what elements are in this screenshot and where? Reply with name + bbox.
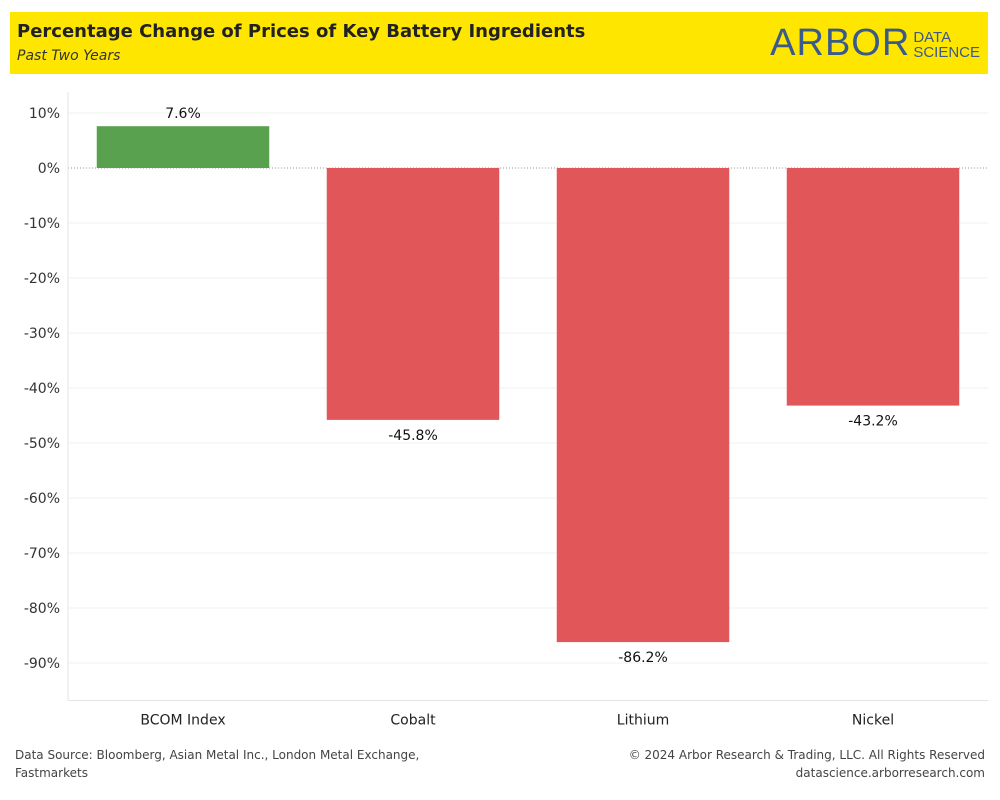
logo-sub-data: DATA bbox=[913, 29, 952, 46]
chart-subtitle: Past Two Years bbox=[17, 48, 121, 64]
x-tick-label: Nickel bbox=[852, 713, 894, 729]
data-label: -43.2% bbox=[848, 414, 898, 430]
footer-right: © 2024 Arbor Research & Trading, LLC. Al… bbox=[629, 746, 985, 782]
y-tick-label: 10% bbox=[29, 106, 60, 122]
x-tick-label: Lithium bbox=[617, 713, 669, 729]
logo-sub-science: SCIENCE bbox=[913, 44, 980, 61]
y-tick-label: -20% bbox=[24, 271, 60, 287]
y-tick-label: 0% bbox=[38, 161, 60, 177]
logo-wordmark: ARBOR bbox=[770, 22, 911, 64]
data-label: 7.6% bbox=[165, 106, 201, 122]
data-label: -45.8% bbox=[388, 428, 438, 444]
copyright-text: © 2024 Arbor Research & Trading, LLC. Al… bbox=[628, 748, 985, 762]
chart-header: Percentage Change of Prices of Key Batte… bbox=[10, 12, 988, 74]
y-tick-label: -40% bbox=[24, 381, 60, 397]
data-source-note: Data Source: Bloomberg, Asian Metal Inc.… bbox=[15, 748, 420, 780]
logo-subtext: DATA SCIENCE bbox=[913, 30, 980, 60]
data-labels: 7.6% -45.8% -86.2% -43.2% bbox=[165, 106, 898, 666]
bars bbox=[96, 126, 960, 643]
x-axis: BCOM Index Cobalt Lithium Nickel bbox=[68, 700, 988, 729]
y-tick-label: -90% bbox=[24, 656, 60, 672]
y-tick-label: -50% bbox=[24, 436, 60, 452]
y-axis: 10% 0% -10% -20% -30% -40% -50% -60% -70% -80% -90… bbox=[24, 92, 69, 701]
bar bbox=[326, 168, 500, 420]
y-tick-label: -70% bbox=[24, 546, 60, 562]
chart-title: Percentage Change of Prices of Key Batte… bbox=[17, 21, 586, 42]
x-tick-label: Cobalt bbox=[390, 713, 436, 729]
bar bbox=[786, 168, 960, 406]
bar bbox=[556, 168, 730, 643]
y-tick-label: -10% bbox=[24, 216, 60, 232]
website-url: datascience.arborresearch.com bbox=[795, 766, 985, 780]
arbor-logo: ARBOR DATA SCIENCE bbox=[770, 18, 980, 68]
x-tick-label: BCOM Index bbox=[140, 713, 225, 729]
y-tick-label: -80% bbox=[24, 601, 60, 617]
bar bbox=[96, 126, 270, 168]
y-tick-label: -30% bbox=[24, 326, 60, 342]
data-label: -86.2% bbox=[618, 650, 668, 666]
y-tick-label: -60% bbox=[24, 491, 60, 507]
